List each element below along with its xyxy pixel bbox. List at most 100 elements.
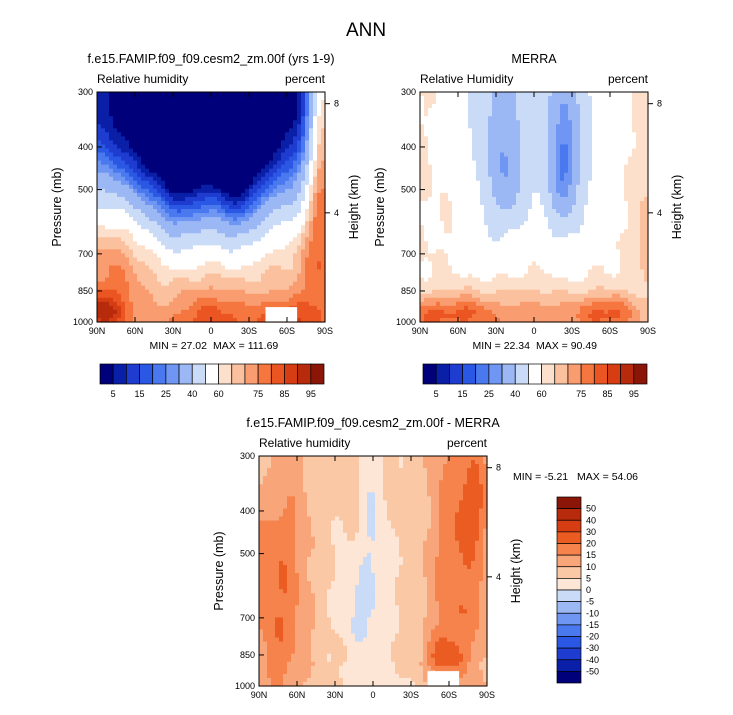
field-cell <box>524 100 529 105</box>
field-cell <box>201 173 206 178</box>
field-cell <box>604 197 609 202</box>
field-cell <box>297 116 302 121</box>
field-cell <box>249 209 254 214</box>
field-cell <box>105 233 110 238</box>
field-cell <box>508 92 513 97</box>
field-cell <box>281 205 286 210</box>
field-cell <box>516 116 521 121</box>
field-cell <box>101 237 106 242</box>
field-cell <box>636 173 641 178</box>
field-cell <box>540 128 545 133</box>
field-cell <box>317 217 322 222</box>
field-cell <box>261 181 266 186</box>
field-cell <box>285 136 290 141</box>
field-cell <box>464 209 469 214</box>
field-cell <box>472 148 477 153</box>
field-cell <box>165 157 170 162</box>
field-cell <box>157 314 162 319</box>
field-cell <box>317 169 322 174</box>
field-cell <box>444 148 449 153</box>
field-cell <box>245 161 250 166</box>
field-cell <box>133 104 138 109</box>
field-cell <box>213 270 218 275</box>
field-cell <box>285 233 290 238</box>
field-cell <box>628 96 633 101</box>
field-cell <box>153 161 158 166</box>
field-cell <box>117 108 122 113</box>
field-cell <box>109 136 114 141</box>
field-cell <box>229 257 234 262</box>
field-cell <box>420 148 425 153</box>
field-cell <box>261 197 266 202</box>
field-cell <box>261 144 266 149</box>
field-cell <box>133 294 138 299</box>
field-cell <box>189 112 194 117</box>
field-cell <box>289 197 294 202</box>
field-cell <box>129 282 134 287</box>
field-cell <box>133 310 138 315</box>
field-cell <box>269 144 274 149</box>
field-cell <box>269 148 274 153</box>
field-cell <box>205 257 210 262</box>
field-cell <box>257 290 262 295</box>
field-cell <box>468 148 473 153</box>
field-cell <box>640 128 645 133</box>
field-cell <box>201 116 206 121</box>
field-cell <box>197 253 202 258</box>
field-cell <box>592 136 597 141</box>
field-cell <box>544 108 549 113</box>
field-cell <box>189 282 194 287</box>
field-cell <box>277 181 282 186</box>
field-cell <box>233 253 238 258</box>
field-cell <box>313 116 318 121</box>
field-cell <box>624 120 629 125</box>
field-cell <box>245 290 250 295</box>
field-cell <box>189 128 194 133</box>
field-cell <box>237 209 242 214</box>
field-cell <box>121 274 126 279</box>
field-cell <box>444 177 449 182</box>
field-cell <box>253 310 258 315</box>
legend-swatch <box>232 364 245 384</box>
field-cell <box>584 201 589 206</box>
field-cell <box>253 96 258 101</box>
field-cell <box>548 144 553 149</box>
field-cell <box>588 169 593 174</box>
field-cell <box>253 124 258 129</box>
field-cell <box>456 104 461 109</box>
field-cell <box>576 201 581 206</box>
field-cell <box>496 136 501 141</box>
field-cell <box>265 189 270 194</box>
field-cell <box>632 197 637 202</box>
field-cell <box>109 116 114 121</box>
field-cell <box>101 217 106 222</box>
field-cell <box>125 245 130 250</box>
field-cell <box>133 124 138 129</box>
field-cell <box>141 157 146 162</box>
field-cell <box>97 266 102 271</box>
field-cell <box>468 116 473 121</box>
field-cell <box>173 261 178 266</box>
field-cell <box>460 189 465 194</box>
field-cell <box>269 217 274 222</box>
field-cell <box>117 92 122 97</box>
legend-swatch <box>219 364 232 384</box>
field-cell <box>552 124 557 129</box>
field-cell <box>153 270 158 275</box>
field-cell <box>305 189 310 194</box>
field-cell <box>265 257 270 262</box>
field-cell <box>185 298 190 303</box>
field-cell <box>313 225 318 230</box>
field-cell <box>197 205 202 210</box>
field-cell <box>265 245 270 250</box>
field-cell <box>309 233 314 238</box>
field-cell <box>189 165 194 170</box>
field-cell <box>113 104 118 109</box>
field-cell <box>233 290 238 295</box>
field-cell <box>125 286 130 291</box>
field-cell <box>257 96 262 101</box>
field-cell <box>225 314 230 319</box>
field-cell <box>221 221 226 226</box>
field-cell <box>313 278 318 283</box>
field-cell <box>500 128 505 133</box>
